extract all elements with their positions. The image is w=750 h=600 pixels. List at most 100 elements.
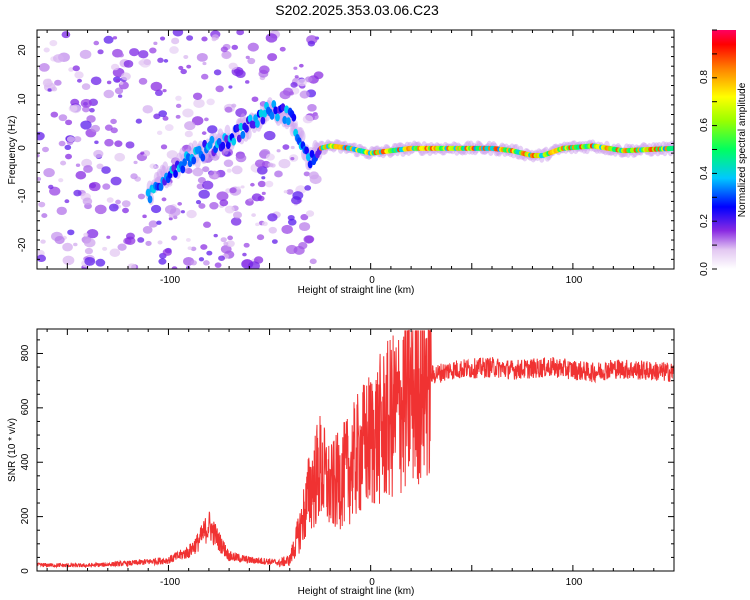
- spectrogram-noise-blob: [230, 217, 242, 226]
- spectrogram-noise-blob: [114, 152, 126, 162]
- spectrogram-noise-blob: [51, 86, 58, 92]
- spectrogram-noise-blob: [232, 211, 243, 219]
- spectrogram-noise-blob: [162, 115, 169, 121]
- spectrogram-noise-blob: [243, 242, 250, 248]
- spectrogram-noise-blob: [94, 204, 107, 215]
- spectrogram-noise-blob: [290, 81, 298, 88]
- spectrogram-ridge-cell: [255, 119, 260, 128]
- spectrogram-noise-blob: [183, 54, 189, 59]
- spectrogram-noise-blob: [168, 213, 175, 218]
- spectrogram-noise-blob: [37, 131, 45, 141]
- spectrogram-noise-blob: [102, 246, 108, 251]
- spectrogram-noise-blob: [67, 229, 75, 236]
- spectrogram-ridge-cell: [231, 137, 237, 146]
- spectrogram-noise-blob: [278, 158, 291, 169]
- spectrogram-noise-blob: [156, 130, 163, 135]
- spectrogram-noise-blob: [293, 245, 305, 255]
- spectrogram-noise-blob: [138, 50, 149, 59]
- spectrogram-noise-blob: [115, 199, 121, 205]
- spectrogram-ridge-cell: [247, 114, 253, 123]
- spectrogram-noise-blob: [48, 184, 54, 190]
- spectrogram-ridge-cell: [273, 106, 279, 115]
- spectrogram-noise-blob: [175, 114, 181, 119]
- spectrogram-ridge-cell: [158, 182, 164, 191]
- spectrogram-noise-blob: [178, 65, 184, 70]
- spectrogram-noise-blob: [86, 228, 99, 239]
- spectrogram-ridge-cell: [669, 145, 674, 151]
- spectrogram-noise-blob: [142, 150, 151, 157]
- spectrogram-noise-blob: [255, 222, 260, 227]
- spectrogram-noise-blob: [193, 98, 205, 108]
- spectrogram-noise-blob: [145, 240, 152, 246]
- spectrogram-noise-blob: [60, 160, 67, 166]
- spec-y-tick: -20: [17, 237, 28, 252]
- spectrogram-ridge-cell: [191, 156, 197, 165]
- spectrogram-noise-blob: [54, 79, 62, 86]
- spectrogram-noise-blob: [79, 49, 92, 60]
- spectrogram-noise-blob: [137, 237, 145, 243]
- spectrogram-ridge-halo: [194, 156, 201, 169]
- spectrogram-noise-blob: [38, 201, 46, 208]
- spectrogram-noise-blob: [268, 226, 277, 234]
- spectrogram-noise-blob: [106, 80, 112, 85]
- spectrogram-noise-blob: [307, 104, 317, 112]
- spectrogram-noise-blob: [222, 50, 231, 58]
- spectrogram-noise-blob: [254, 159, 266, 168]
- spectrogram-noise-blob: [75, 163, 81, 167]
- spectrogram-noise-blob: [180, 68, 187, 75]
- spectrogram-panel: -100 0 100 -20 -10 0 10 20 Height of str…: [7, 29, 675, 296]
- spectrogram-noise-blob: [161, 197, 167, 202]
- spec-y-label: Frequency (Hz): [7, 116, 18, 185]
- spectrogram-noise-blob: [81, 83, 91, 91]
- spectrogram-noise-blob: [73, 189, 82, 197]
- spectrogram-noise-blob: [307, 40, 316, 47]
- spectrogram-noise-blob: [265, 180, 274, 188]
- spectrogram-noise-blob: [158, 110, 168, 118]
- spectrogram-noise-blob: [114, 140, 123, 147]
- spectrogram-noise-blob: [153, 41, 158, 46]
- spectrogram-noise-blob: [138, 60, 145, 66]
- colorbar: 0.0 0.2 0.4 0.6 0.8 Normalized spectral …: [699, 29, 748, 276]
- spectrogram-noise-blob: [101, 166, 111, 174]
- spectrogram-noise-blob: [267, 213, 278, 222]
- spectrogram-noise-blob: [256, 234, 265, 241]
- spectrogram-noise-blob: [186, 64, 192, 69]
- spectrogram-noise-blob: [65, 119, 73, 126]
- spectrogram-noise-blob: [118, 52, 125, 58]
- spectrogram-noise-blob: [261, 176, 266, 180]
- spectrogram-noise-blob: [173, 215, 178, 220]
- chart-title: S202.2025.353.03.06.C23: [275, 2, 439, 18]
- spectrogram-noise-blob: [133, 160, 138, 165]
- spectrogram-noise-blob: [192, 167, 204, 177]
- spectrogram-noise-blob: [142, 105, 154, 114]
- spectrogram-noise-blob: [168, 217, 173, 221]
- spectrogram-noise-blob: [110, 176, 122, 186]
- spectrogram-noise-blob: [169, 46, 179, 54]
- spectrogram-noise-blob: [172, 30, 184, 37]
- colorbar-tick-label: 0.4: [699, 166, 710, 180]
- spectrogram-noise-blob: [305, 210, 315, 217]
- spectrogram-ridge-cell: [304, 146, 309, 155]
- spectrogram-noise-blob: [303, 235, 314, 244]
- spectrogram-noise-blob: [186, 35, 194, 41]
- spectrogram-noise-blob: [248, 198, 253, 202]
- spectrogram-noise-blob: [106, 197, 114, 203]
- snr-x-tick: -100: [160, 577, 180, 588]
- spectrogram-noise-blob: [58, 114, 68, 122]
- spectrogram-noise-blob: [228, 85, 233, 89]
- spectrogram-noise-blob: [290, 145, 295, 150]
- spectrogram-noise-blob: [64, 144, 72, 151]
- spectrogram-noise-blob: [89, 108, 95, 113]
- snr-frame: [36, 328, 675, 572]
- spectrogram-noise-blob: [236, 186, 241, 190]
- spectrogram-ridge-cell: [284, 105, 289, 114]
- spectrogram-ridge-cell: [240, 130, 246, 139]
- spectrogram-ridge-cell: [285, 117, 291, 126]
- spectrogram-noise-blob: [74, 71, 84, 79]
- spectrogram-noise-blob: [236, 30, 245, 36]
- spectrogram-noise-blob: [206, 250, 213, 256]
- spectrogram-noise-blob: [245, 55, 250, 60]
- spectrogram-noise-blob: [313, 71, 324, 80]
- spectrogram-noise-blob: [202, 180, 214, 190]
